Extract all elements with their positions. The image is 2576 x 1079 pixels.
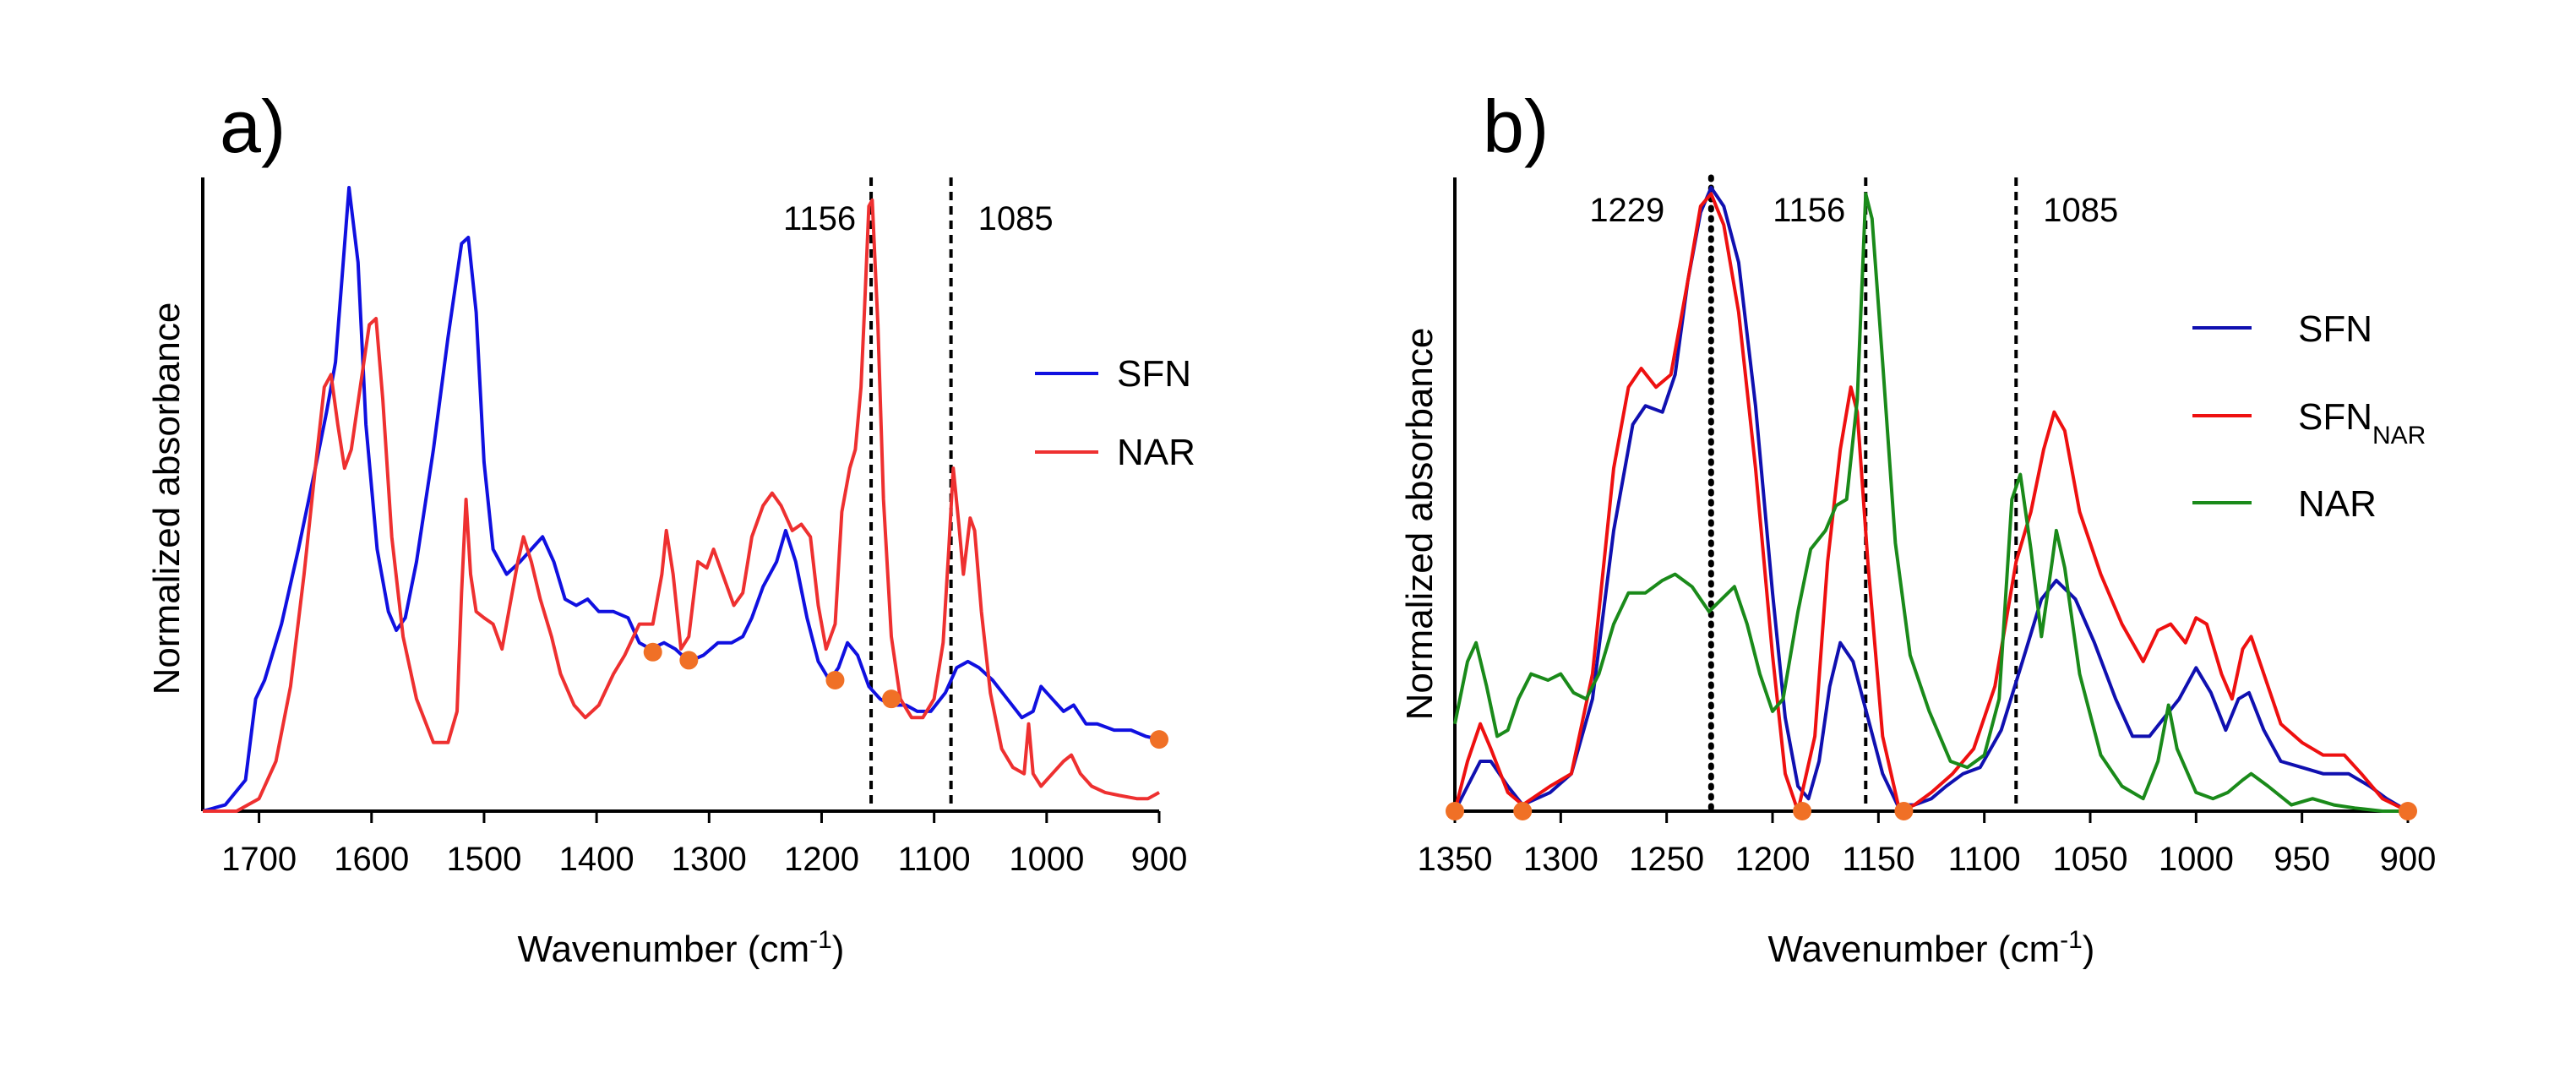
x-tick-label: 1250 — [1629, 841, 1704, 878]
x-tick-label: 1700 — [221, 841, 297, 878]
series-line-nar — [203, 198, 1160, 813]
x-tick-label: 1000 — [2159, 841, 2234, 878]
legend-b-label-sfn: SFN — [2298, 308, 2372, 350]
x-tick-label: 1200 — [784, 841, 859, 878]
data-marker — [1793, 802, 1812, 820]
series-line-sfn — [202, 186, 1160, 813]
reference-line-label-1229: 1229 — [1589, 192, 1664, 229]
panel-label-b: b) — [1483, 84, 1549, 168]
series-line-nar — [1453, 192, 2408, 813]
series-line-sfn — [1453, 186, 2410, 813]
legend-a: SFN NAR — [1035, 353, 1195, 473]
x-tick-label: 1100 — [898, 841, 971, 878]
series-group-a — [202, 186, 1160, 813]
x-tick-label: 1300 — [1523, 841, 1598, 878]
x-tick-label: 1100 — [1948, 841, 2021, 878]
legend-b-label-sfnnar-sub: NAR — [2372, 422, 2426, 450]
panel-label-a: a) — [220, 84, 286, 168]
x-axis-label-b-sup: -1 — [2060, 926, 2083, 954]
y-axis-label-b: Normalized absorbance — [1399, 328, 1440, 721]
x-tick-label: 900 — [1131, 841, 1188, 878]
x-tick-label: 1500 — [446, 841, 521, 878]
chart-panel-b: b) 1350 1300 1250 1200 1150 1100 1050 1000 950 90… — [1399, 84, 2436, 970]
reference-lines-a: 1156 1085 — [783, 177, 1054, 811]
data-marker — [2399, 802, 2417, 820]
x-tick-label: 1600 — [334, 841, 409, 878]
x-axis-label-b-close: ) — [2083, 929, 2095, 970]
chart-panel-a: a) 1700 1600 1500 1400 1300 1200 1100 1000 900 1… — [146, 84, 1195, 970]
x-axis-label-a-close: ) — [832, 929, 845, 970]
reference-line-label-1156: 1156 — [1773, 192, 1845, 229]
data-marker — [1150, 730, 1168, 749]
markers-b — [1446, 802, 2417, 820]
data-marker — [882, 689, 901, 709]
series-group-b — [1453, 186, 2410, 813]
x-tick-label: 1350 — [1418, 841, 1493, 878]
data-marker — [1513, 802, 1533, 820]
reference-line-label-1085: 1085 — [2043, 192, 2118, 229]
x-tick-label: 1000 — [1009, 841, 1084, 878]
legend-b-label-nar: NAR — [2298, 483, 2377, 525]
x-tick-label: 1050 — [2053, 841, 2128, 878]
x-axis-label-a: Wavenumber (cm-1) — [518, 926, 845, 971]
data-marker — [679, 651, 699, 670]
reference-line-label-1156: 1156 — [783, 200, 856, 237]
legend-b-label-sfnnar: SFNNAR — [2298, 396, 2426, 450]
x-axis-label-a-main: Wavenumber (cm — [518, 929, 810, 970]
x-tick-label: 1150 — [1842, 841, 1914, 878]
legend-a-label-sfn: SFN — [1117, 353, 1191, 395]
x-axis-label-a-sup: -1 — [809, 926, 832, 954]
data-marker — [825, 671, 845, 690]
x-tick-label: 1400 — [559, 841, 634, 878]
x-tick-label: 950 — [2274, 841, 2330, 878]
x-tick-label: 900 — [2380, 841, 2437, 878]
x-axis-label-b: Wavenumber (cm-1) — [1768, 926, 2095, 971]
markers-a — [643, 642, 1168, 749]
x-ticks-b: 1350 1300 1250 1200 1150 1100 1050 1000 950 900 — [1418, 811, 2437, 878]
x-ticks-a: 1700 1600 1500 1400 1300 1200 1100 1000 900 — [221, 811, 1187, 878]
data-marker — [1446, 802, 1464, 820]
legend-a-label-nar: NAR — [1117, 432, 1195, 473]
legend-b-label-sfnnar-main: SFN — [2298, 396, 2372, 438]
reference-lines-b: 1229 1156 1085 — [1589, 174, 2118, 815]
x-axis-label-b-main: Wavenumber (cm — [1768, 929, 2061, 970]
legend-b-label-sfn-main: SFN — [2298, 308, 2372, 350]
y-axis-label-a: Normalized absorbance — [146, 302, 188, 695]
legend-b-label-nar-main: NAR — [2298, 483, 2377, 525]
legend-b: SFN SFNNAR NAR — [2192, 308, 2426, 525]
reference-line-label-1085: 1085 — [978, 200, 1054, 237]
x-tick-label: 1200 — [1735, 841, 1811, 878]
data-marker — [1894, 802, 1914, 820]
data-marker — [643, 642, 662, 662]
x-tick-label: 1300 — [672, 841, 747, 878]
